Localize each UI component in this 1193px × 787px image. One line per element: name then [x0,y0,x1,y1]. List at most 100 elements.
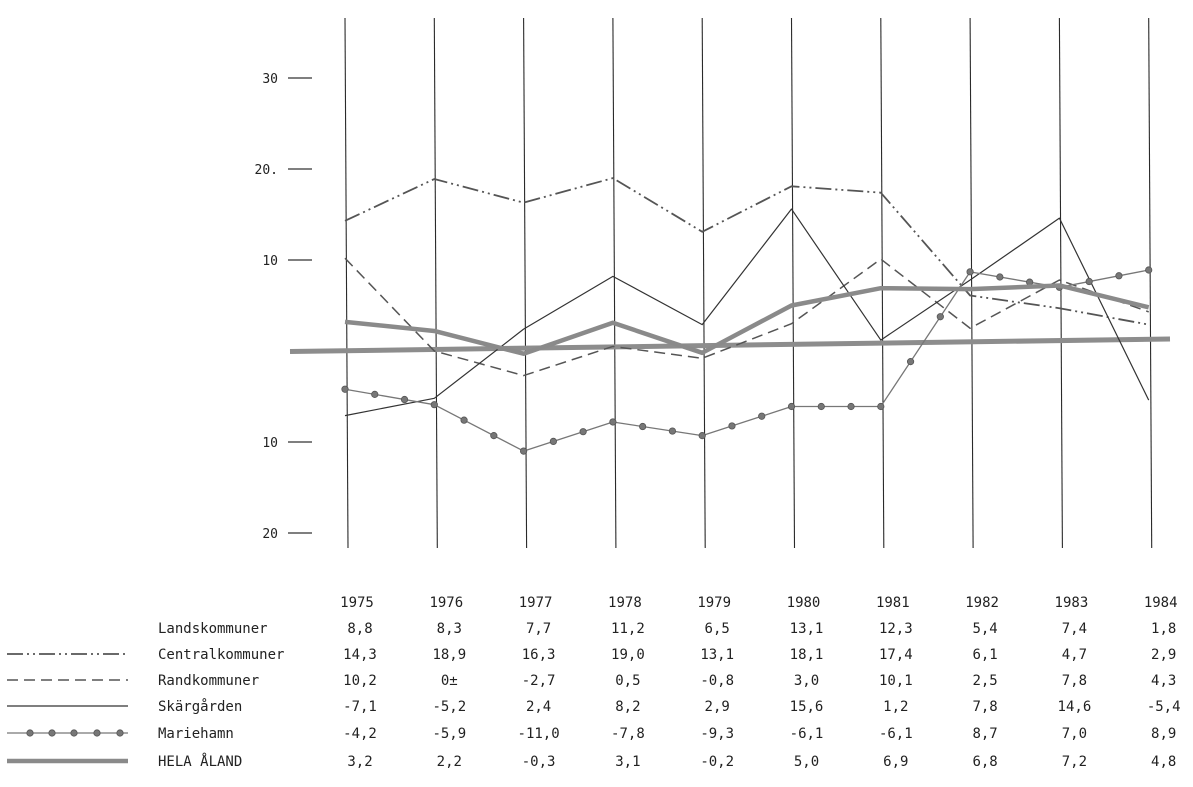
series-line-4 [344,269,1149,452]
series-marker-4-0-2 [400,395,409,404]
series-marker-4-3-0 [609,418,617,426]
table-year-1975: 1975 [340,595,374,611]
data-label-3-1982: 7,8 [972,699,997,715]
data-label-5-1979: -0,2 [700,754,734,770]
data-label-0-1981: 12,3 [879,621,913,637]
gridline-1981 [880,17,885,549]
data-label-3-1979: 2,9 [705,699,730,715]
data-label-0-1977: 7,7 [526,621,551,637]
data-label-4-1979: -9,3 [700,726,734,742]
data-label-0-1979: 6,5 [705,621,730,637]
y-tick-label-0: 30 [262,72,278,87]
data-label-0-1978: 11,2 [611,621,645,637]
series-marker-4-8-1 [1085,277,1093,286]
series-marker-4-3-2 [668,427,677,435]
legend-marker-4-3 [93,729,101,737]
data-label-2-1975: 10,2 [343,673,377,689]
data-label-4-1976: -5,9 [432,726,466,742]
data-label-2-1982: 2,5 [972,673,997,689]
data-label-4-1982: 8,7 [972,726,997,742]
series-marker-4-3-1 [639,422,647,431]
series-marker-4-6-1 [906,358,915,366]
series-marker-4-2-0 [519,447,528,455]
table-year-1982: 1982 [965,595,999,611]
series-marker-4-5-2 [847,402,855,411]
data-label-3-1975: -7,1 [343,699,377,715]
data-label-5-1984: 4,8 [1151,754,1176,770]
data-label-5-1976: 2,2 [437,754,462,770]
data-label-1-1981: 17,4 [879,647,913,663]
data-label-3-1977: 2,4 [526,699,551,715]
series-marker-4-7-1 [996,273,1004,281]
y-tick-label-4: 20 [262,527,278,542]
series-marker-4-4-0 [698,432,706,440]
data-label-2-1984: 4,3 [1151,673,1176,689]
table-year-1979: 1979 [697,595,731,611]
data-label-1-1976: 18,9 [432,647,466,663]
data-label-1-1984: 2,9 [1151,647,1176,663]
data-label-1-1982: 6,1 [972,647,997,663]
legend-label-3: Skärgården [158,698,242,715]
series-marker-4-5-0 [787,402,796,411]
gridline-1975 [344,17,349,549]
series-line-2 [344,257,1149,377]
series-marker-4-1-1 [460,416,468,424]
legend-label-4: Mariehamn [158,726,234,742]
legend-marker-4-1 [48,729,56,737]
data-label-2-1976: 0± [441,673,458,689]
series-marker-4-6-0 [877,402,885,411]
data-label-3-1983: 14,6 [1058,699,1092,715]
data-label-5-1978: 3,1 [615,754,640,770]
gridline-1978 [612,17,617,549]
legend-marker-4-4 [116,729,124,737]
gridline-1979 [701,17,706,549]
gridline-1984 [1148,17,1153,549]
data-label-2-1979: -0,8 [700,673,734,689]
y-tick-label-1: 20. [255,163,278,178]
gridline-1977 [523,17,528,549]
legend-label-2: Randkommuner [158,673,259,689]
data-label-1-1980: 18,1 [790,647,824,663]
legend-label-5: HELA ÅLAND [158,753,242,770]
table-year-1981: 1981 [876,595,910,611]
y-tick-label-3: 10 [262,436,278,451]
data-label-2-1978: 0,5 [615,673,640,689]
data-label-5-1980: 5,0 [794,754,819,770]
data-label-5-1981: 6,9 [883,754,908,770]
data-label-3-1984: -5,4 [1147,699,1181,715]
data-label-0-1982: 5,4 [972,621,997,637]
series-marker-4-7-0 [966,268,974,276]
series-line-5 [344,283,1150,356]
gridline-1983 [1058,17,1063,549]
data-label-1-1978: 19,0 [611,647,645,663]
data-label-0-1980: 13,1 [790,621,824,637]
table-year-1978: 1978 [608,595,642,611]
data-label-2-1977: -2,7 [522,673,556,689]
data-label-0-1975: 8,8 [347,621,372,637]
legend-label-1: Centralkommuner [158,647,284,663]
data-label-2-1980: 3,0 [794,673,819,689]
data-label-1-1983: 4,7 [1062,647,1087,663]
data-label-0-1984: 1,8 [1151,621,1176,637]
data-label-4-1975: -4,2 [343,726,377,742]
table-year-1984: 1984 [1144,595,1178,611]
series-marker-4-6-2 [936,313,944,321]
data-label-3-1976: -5,2 [432,699,466,715]
legend-label-0: Landskommuner [158,621,268,637]
table-year-1976: 1976 [429,595,463,611]
data-label-4-1980: -6,1 [790,726,824,742]
series-marker-4-2-2 [579,428,587,436]
data-label-2-1981: 10,1 [879,673,913,689]
data-label-5-1982: 6,8 [972,754,997,770]
data-label-5-1975: 3,2 [347,754,372,770]
data-label-3-1980: 15,6 [790,699,824,715]
data-label-0-1976: 8,3 [437,621,462,637]
y-tick-label-2: 10 [262,254,278,269]
data-label-4-1984: 8,9 [1151,726,1176,742]
series-line-3 [344,208,1150,417]
table-year-1977: 1977 [519,595,553,611]
gridline-1980 [790,17,796,549]
zero-reference-line [289,336,1171,354]
series-marker-4-4-1 [728,422,736,430]
